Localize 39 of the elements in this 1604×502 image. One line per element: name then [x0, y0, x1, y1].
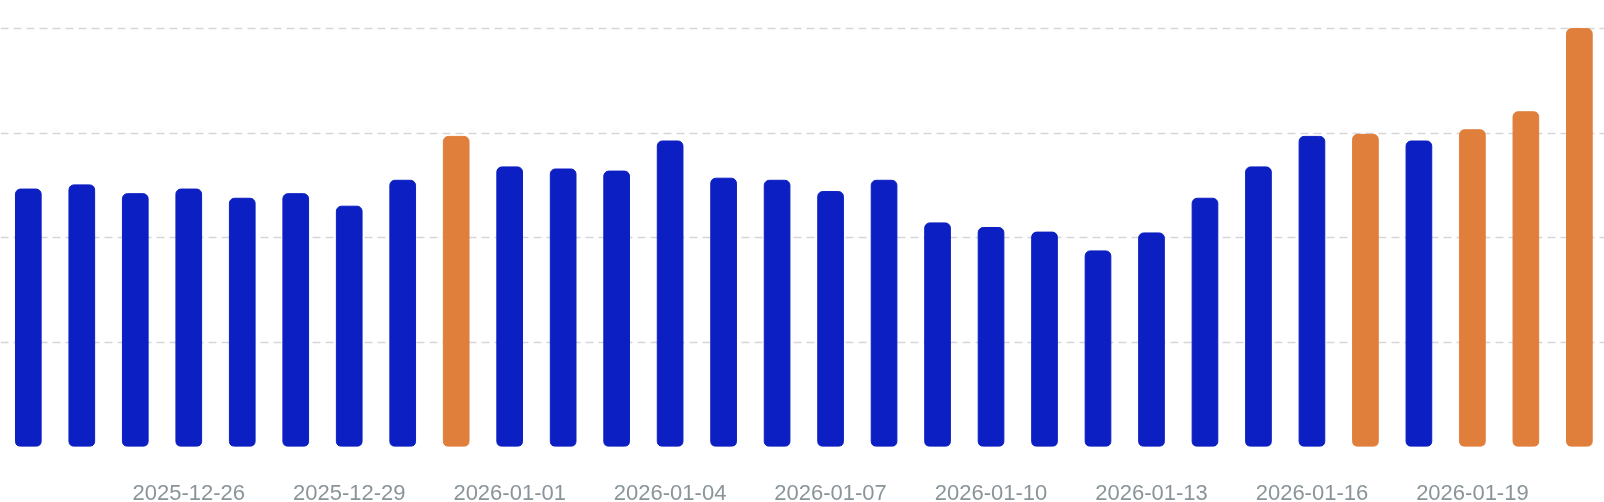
x-tick-label: 2025-12-29: [292, 479, 406, 502]
bar: [710, 177, 737, 447]
bar: [977, 227, 1005, 447]
bar: [496, 166, 524, 447]
bar: [68, 184, 96, 447]
bar: [442, 135, 470, 447]
x-tick-label: 2026-01-13: [1095, 479, 1208, 502]
bar: [1084, 250, 1112, 447]
bar: [1245, 166, 1272, 447]
bar: [549, 168, 577, 447]
bar: [870, 179, 898, 447]
bar: [335, 205, 363, 447]
bar: [763, 179, 791, 447]
x-tick-label: 2026-01-10: [934, 479, 1048, 502]
x-tick-label: 2025-12-26: [132, 479, 246, 502]
bar: [389, 179, 417, 447]
x-tick-label: 2026-01-01: [453, 479, 566, 502]
bar: [924, 222, 951, 447]
bar: [121, 193, 149, 447]
bar: [1191, 197, 1219, 447]
x-tick-label: 2026-01-19: [1416, 479, 1529, 502]
bar: [656, 140, 684, 447]
bar: [1031, 231, 1058, 447]
bar: [1566, 28, 1593, 447]
bar: [1512, 111, 1540, 447]
bar: [282, 193, 310, 447]
x-tick-label: 2026-01-16: [1255, 479, 1369, 502]
bar: [1138, 232, 1165, 447]
bar: [1405, 140, 1433, 447]
x-tick-label: 2026-01-07: [774, 479, 887, 502]
bar: [175, 188, 203, 447]
bar: [14, 188, 42, 447]
bar: [603, 170, 630, 447]
bar: [1352, 133, 1379, 447]
bar: [817, 191, 844, 447]
bar: [1459, 129, 1486, 447]
x-tick-label: 2026-01-04: [613, 479, 727, 502]
bar: [1298, 135, 1326, 447]
bar: [228, 197, 256, 447]
